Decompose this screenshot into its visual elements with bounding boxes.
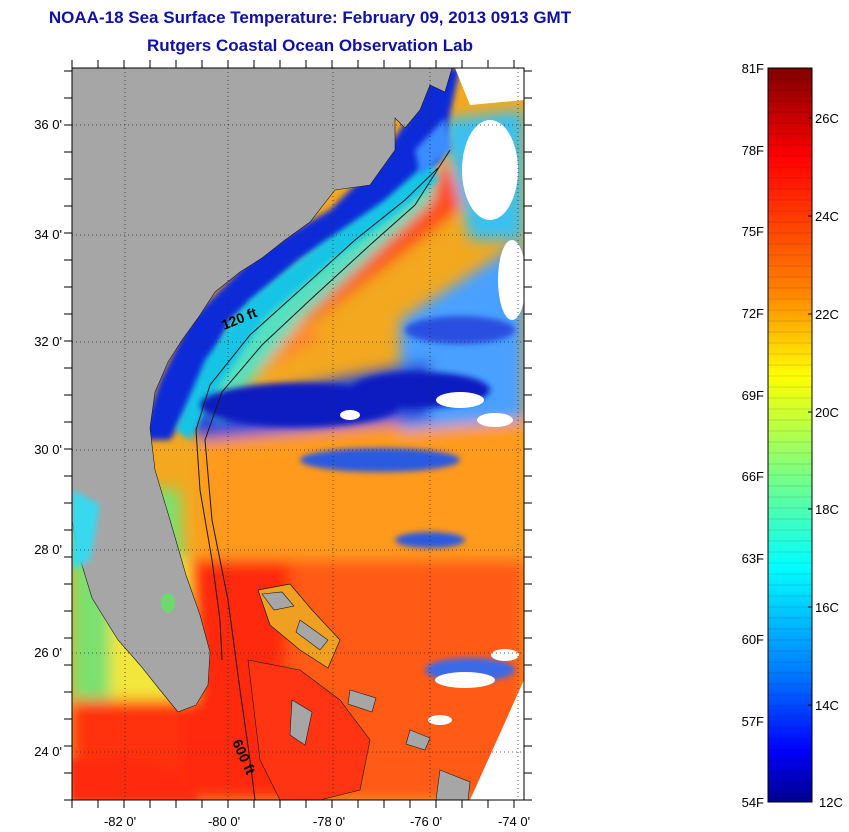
- land-mass: [72, 68, 453, 713]
- lat-label-36: 36 0': [34, 117, 62, 132]
- isobath-600ft: [204, 149, 451, 800]
- colorbar-f-78: 78F: [742, 143, 764, 158]
- colorbar: 81F 78F 75F 72F 69F 66F 63F 60F 57F 54F …: [742, 61, 843, 810]
- colorbar-f-75: 75F: [742, 224, 764, 239]
- map-frame: [71, 67, 525, 801]
- colorbar-c-20: 20C: [815, 405, 839, 420]
- lat-label-32: 32 0': [34, 334, 62, 349]
- map-title: NOAA-18 Sea Surface Temperature: Februar…: [48, 8, 572, 27]
- colorbar-f-69: 69F: [742, 388, 764, 403]
- colorbar-f-63: 63F: [742, 551, 764, 566]
- colorbar-f-57: 57F: [742, 714, 764, 729]
- colorbar-c-18: 18C: [815, 502, 839, 517]
- colorbar-f-60: 60F: [742, 632, 764, 647]
- lon-label-76: -76 0': [410, 814, 442, 829]
- sst-field: [72, 68, 524, 800]
- colorbar-c-16: 16C: [815, 600, 839, 615]
- colorbar-c-14: 14C: [815, 698, 839, 713]
- colorbar-gradient: [767, 67, 813, 803]
- lat-label-34: 34 0': [34, 227, 62, 242]
- colorbar-c-12: 12C: [819, 795, 843, 810]
- map-subtitle: Rutgers Coastal Ocean Observation Lab: [147, 36, 473, 55]
- colorbar-c-24: 24C: [815, 209, 839, 224]
- lat-label-28: 28 0': [34, 542, 62, 557]
- lat-label-26: 26 0': [34, 645, 62, 660]
- colorbar-f-66: 66F: [742, 469, 764, 484]
- colorbar-c-22: 22C: [815, 307, 839, 322]
- great-bahama-bank: [247, 659, 371, 800]
- lon-label-82: -82 0': [104, 814, 136, 829]
- lake-okeechobee: [161, 593, 175, 613]
- lon-label-78: -78 0': [313, 814, 345, 829]
- colorbar-f-54: 54F: [742, 795, 764, 810]
- colorbar-f-81: 81F: [742, 61, 764, 76]
- lon-label-80: -80 0': [208, 814, 240, 829]
- isobath-120ft: [195, 167, 439, 661]
- colorbar-c-26: 26C: [815, 111, 839, 126]
- lat-label-24: 24 0': [34, 744, 62, 759]
- lon-label-74: -74 0': [498, 814, 530, 829]
- lat-label-30: 30 0': [34, 442, 62, 457]
- graticule: [72, 68, 524, 800]
- colorbar-f-72: 72F: [742, 306, 764, 321]
